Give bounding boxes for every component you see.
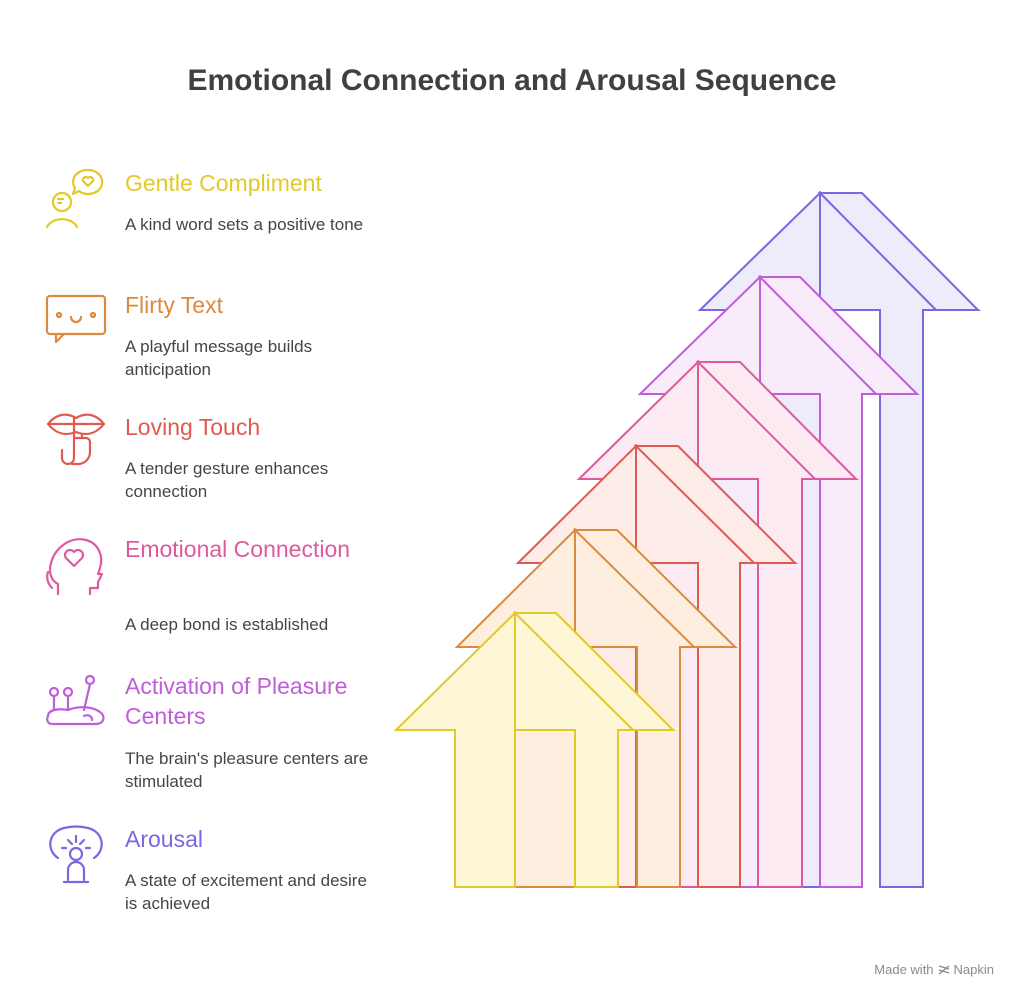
lips-hush-hand-icon xyxy=(44,408,108,472)
step-description: A playful message builds anticipation xyxy=(125,337,313,379)
step-description: A deep bond is established xyxy=(125,615,329,634)
speech-heart-person-icon xyxy=(44,166,108,230)
head-heart-icon xyxy=(44,532,108,596)
made-with-label: Made with xyxy=(874,962,934,977)
step-title: Arousal xyxy=(125,826,203,852)
step-description: A state of excitement and desire is achi… xyxy=(125,871,367,913)
diagram-title: Emotional Connection and Arousal Sequenc… xyxy=(187,64,837,97)
step-description: A kind word sets a positive tone xyxy=(125,215,364,234)
excited-person-icon xyxy=(44,822,108,886)
step-description: A tender gesture enhances connection xyxy=(125,459,329,501)
napkin-brand-label: Napkin xyxy=(953,962,994,977)
step-title: Activation of Pleasure Centers xyxy=(125,673,348,729)
step-title: Emotional Connection xyxy=(125,536,351,562)
napkin-logo-icon xyxy=(938,964,949,975)
step-title: Gentle Compliment xyxy=(125,170,322,196)
footer-attribution: Made with Napkin xyxy=(874,962,994,977)
pins-brain-icon xyxy=(44,670,108,734)
step-title: Flirty Text xyxy=(125,292,223,318)
step-title: Loving Touch xyxy=(125,414,261,440)
arrow-gentle-compliment xyxy=(393,610,677,888)
step-description: The brain's pleasure centers are stimula… xyxy=(125,749,369,791)
smiley-chat-bubble-icon xyxy=(44,286,108,350)
